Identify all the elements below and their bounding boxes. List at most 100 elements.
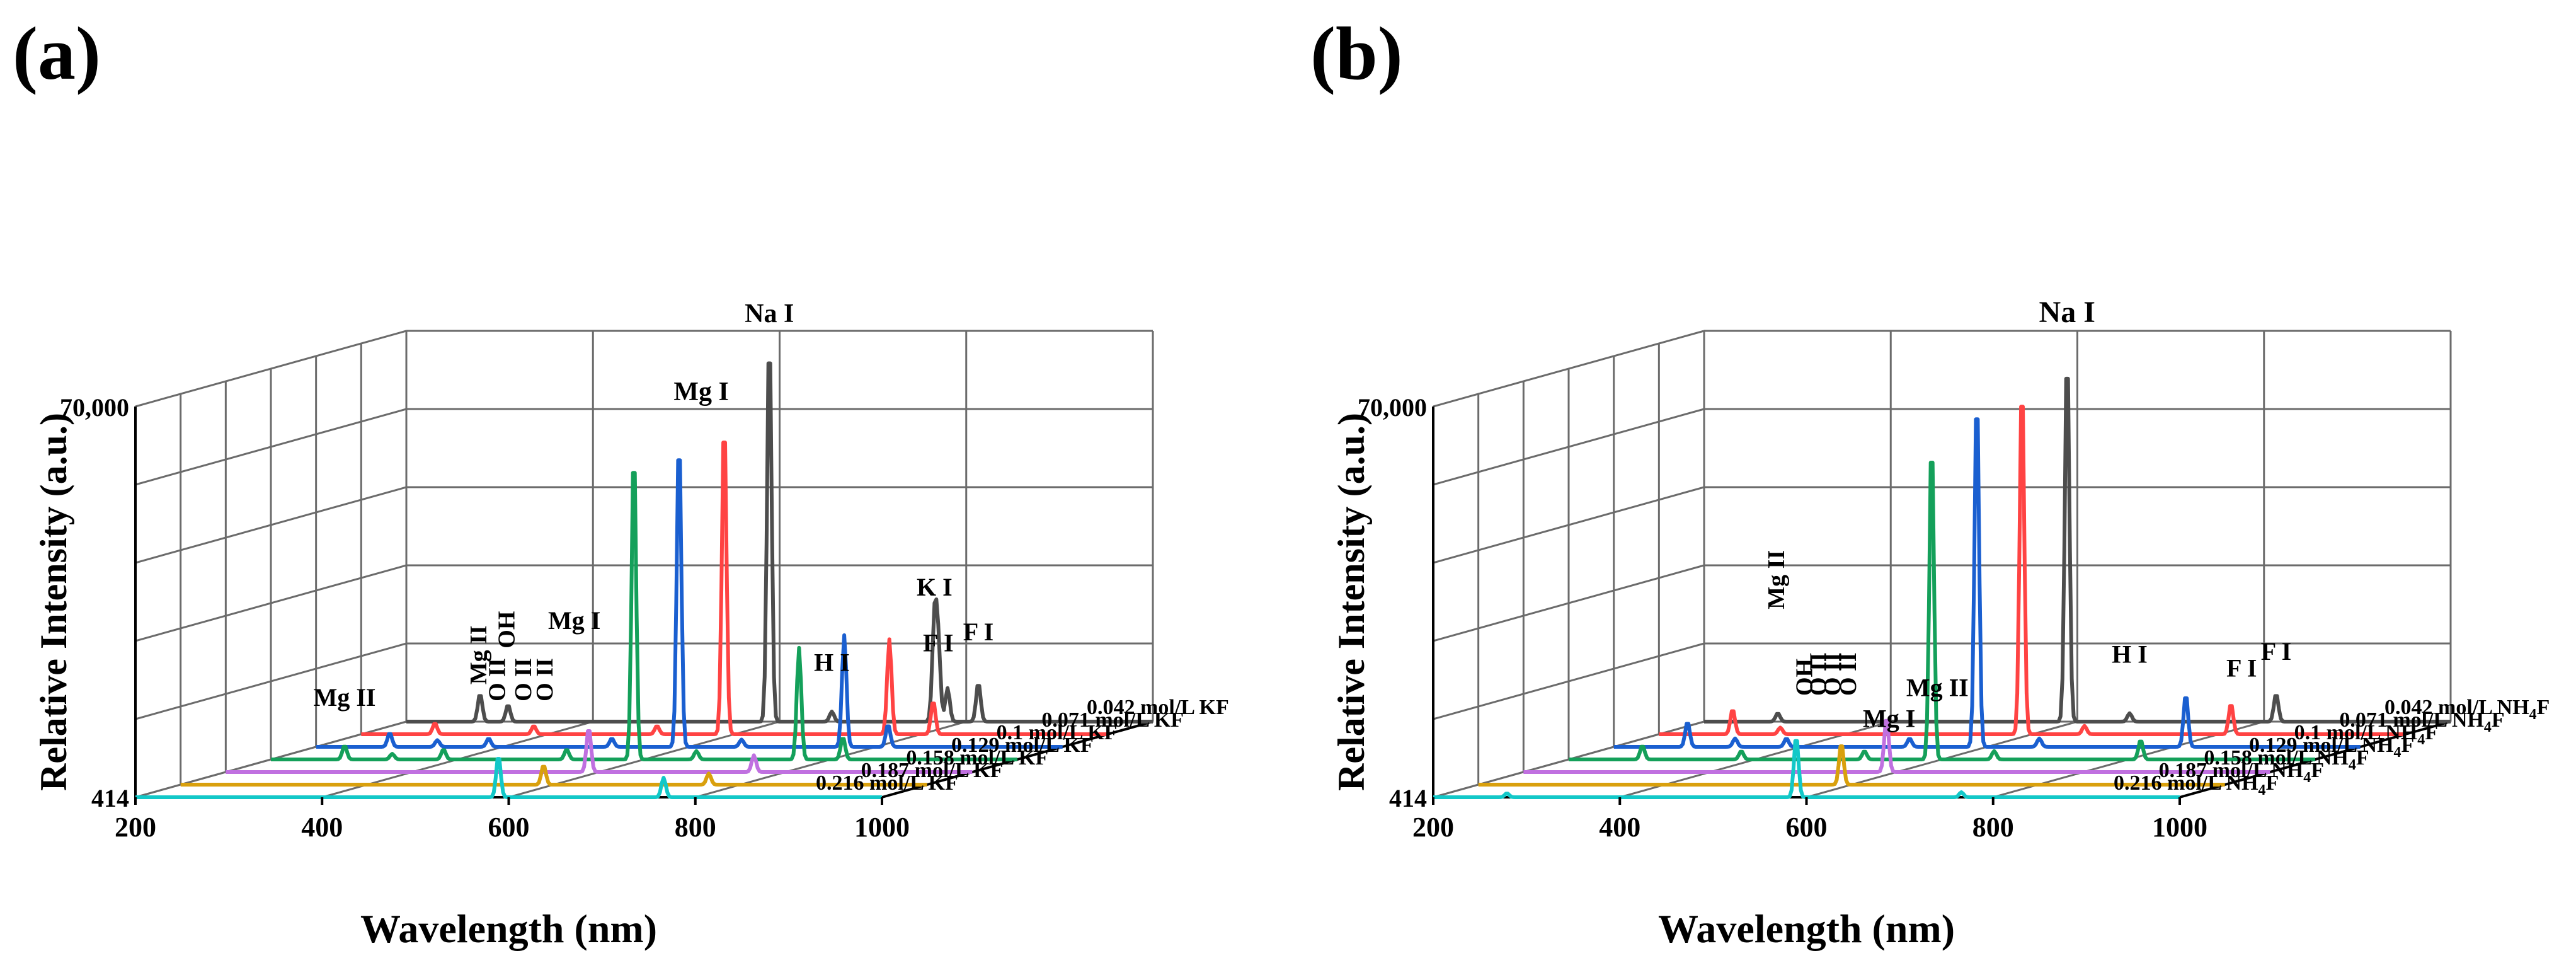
- peak-annotation: F I: [2261, 637, 2292, 666]
- peak-annotation: OH: [1791, 659, 1818, 696]
- series-label-text: 0.129 mol/L NH: [2249, 734, 2394, 757]
- x-tick-label: 1000: [854, 812, 910, 843]
- peak-annotation: Mg II: [1906, 673, 1969, 701]
- panel-label: (b): [1310, 11, 1403, 95]
- spectrum-line: [316, 458, 1063, 749]
- series-label: 0.042 mol/L KF: [1087, 696, 1229, 719]
- peak-annotation: Mg I: [673, 378, 729, 407]
- x-tick-label: 400: [1599, 812, 1640, 843]
- series-label-text: 0.187 mol/L NH: [2159, 759, 2304, 782]
- spectrum-line: [1523, 718, 2270, 774]
- spectra: [135, 361, 1153, 799]
- peak-annotation: O II: [1819, 652, 1846, 696]
- series-label: 0.158 mol/L NH4F: [2204, 746, 2369, 773]
- spectrum-line: [406, 361, 1153, 724]
- series-label-text: 0.042 mol/L KF: [1087, 696, 1229, 719]
- series-label-subscript: 4: [2394, 744, 2401, 761]
- series-label-tail: F: [2311, 759, 2324, 782]
- series-label-subscript: 4: [2303, 770, 2311, 786]
- peak-annotation: Na I: [745, 299, 794, 328]
- spectrum-line: [1613, 417, 2361, 749]
- y-tick-label: 70,000: [60, 393, 129, 422]
- spectrum-line: [1433, 739, 2180, 799]
- series-label: 0.1 mol/L NH4F: [2294, 721, 2438, 748]
- series-label: 0.187 mol/L NH4F: [2159, 759, 2324, 786]
- peak-annotation: H I: [2112, 640, 2148, 668]
- spectrum-line: [180, 764, 927, 787]
- series-label-text: 0.042 mol/L NH: [2384, 696, 2529, 719]
- series-label: 0.158 mol/L KF: [906, 746, 1048, 770]
- series-label-tail: F: [2266, 771, 2279, 795]
- series-label: 0.042 mol/L NH4F: [2384, 696, 2550, 723]
- series-label-tail: F: [2356, 746, 2369, 770]
- y-tick-label: 414: [91, 784, 129, 812]
- series-label: 0.216 mol/L KF: [816, 771, 958, 795]
- series-label-text: 0.216 mol/L KF: [816, 771, 958, 795]
- series-label-text: 0.158 mol/L KF: [906, 746, 1048, 770]
- series-label-subscript: 4: [2529, 706, 2537, 723]
- series-label: 0.1 mol/L KF: [997, 721, 1118, 744]
- series-label-text: 0.158 mol/L NH: [2204, 746, 2349, 770]
- peak-annotation: Mg II: [466, 625, 492, 684]
- y-axis-title: Relative Intensity (a.u.): [1331, 413, 1372, 791]
- peak-annotation: O II: [510, 658, 537, 701]
- peak-annotation: H I: [814, 649, 850, 677]
- series-label-tail: F: [2401, 734, 2415, 757]
- y-tick-label: 70,000: [1358, 393, 1427, 422]
- peak-annotation: O II: [532, 658, 558, 701]
- spectrum-line: [271, 471, 1017, 761]
- x-tick-label: 600: [1786, 812, 1828, 843]
- peak-annotation: Na I: [2039, 296, 2095, 329]
- series-label-subscript: 4: [2484, 719, 2492, 735]
- x-tick-label: 200: [1412, 812, 1454, 843]
- x-tick-label: 800: [675, 812, 716, 843]
- peak-annotation: Mg II: [314, 683, 376, 712]
- spectrum-line: [1704, 376, 2451, 724]
- peak-annotation: Mg I: [1863, 704, 1915, 732]
- series-label-text: 0.071 mol/L NH: [2339, 708, 2484, 732]
- spectrum-line: [1659, 405, 2406, 736]
- series-label-text: 0.187 mol/L KF: [861, 759, 1004, 782]
- series-label: 0.216 mol/L NH4F: [2114, 771, 2279, 799]
- y-tick-label: 414: [1389, 784, 1427, 812]
- panel-a: 0.042 mol/L KF0.071 mol/L KF0.1 mol/L KF…: [13, 11, 1229, 951]
- spectrum-line: [1478, 744, 2225, 787]
- series-label: 0.187 mol/L KF: [861, 759, 1004, 782]
- series-label-subscript: 4: [2258, 782, 2266, 799]
- x-axis-title: Wavelength (nm): [1658, 906, 1955, 951]
- series-label-text: 0.129 mol/L KF: [951, 734, 1094, 757]
- series-label: 0.129 mol/L NH4F: [2249, 734, 2414, 761]
- series-label-tail: F: [2492, 708, 2505, 732]
- peak-annotation: Mg II: [1763, 550, 1790, 609]
- series-label-text: 0.1 mol/L NH: [2294, 721, 2418, 744]
- series-label-text: 0.216 mol/L NH: [2114, 771, 2258, 795]
- peak-annotation: K I: [917, 573, 953, 601]
- peak-annotation: F I: [2226, 654, 2257, 682]
- spectrum-line: [1569, 461, 2315, 761]
- series-label: 0.129 mol/L KF: [951, 734, 1094, 757]
- x-axis-title: Wavelength (nm): [360, 906, 657, 951]
- series-label-tail: F: [2425, 721, 2438, 744]
- spectrum-line: [361, 441, 1108, 736]
- spectrum-line: [135, 757, 882, 799]
- x-tick-label: 600: [488, 812, 530, 843]
- x-tick-label: 800: [1972, 812, 2014, 843]
- spectrum-line: [226, 729, 973, 774]
- panel-label: (a): [13, 11, 101, 95]
- x-tick-label: 1000: [2152, 812, 2207, 843]
- peak-annotation: O II: [1835, 652, 1862, 696]
- x-tick-label: 400: [301, 812, 343, 843]
- peak-annotation: F I: [923, 629, 954, 657]
- series-label-text: 0.071 mol/L KF: [1041, 708, 1184, 732]
- series-label-tail: F: [2537, 696, 2550, 719]
- peak-annotation: O II: [484, 658, 511, 701]
- peak-annotation: O II: [1806, 652, 1832, 696]
- y-axis-title: Relative Intensity (a.u.): [33, 413, 74, 791]
- series-label-text: 0.1 mol/L KF: [997, 721, 1118, 744]
- peak-annotation: F I: [963, 618, 994, 646]
- series-label: 0.071 mol/L KF: [1041, 708, 1184, 732]
- x-tick-label: 200: [115, 812, 156, 843]
